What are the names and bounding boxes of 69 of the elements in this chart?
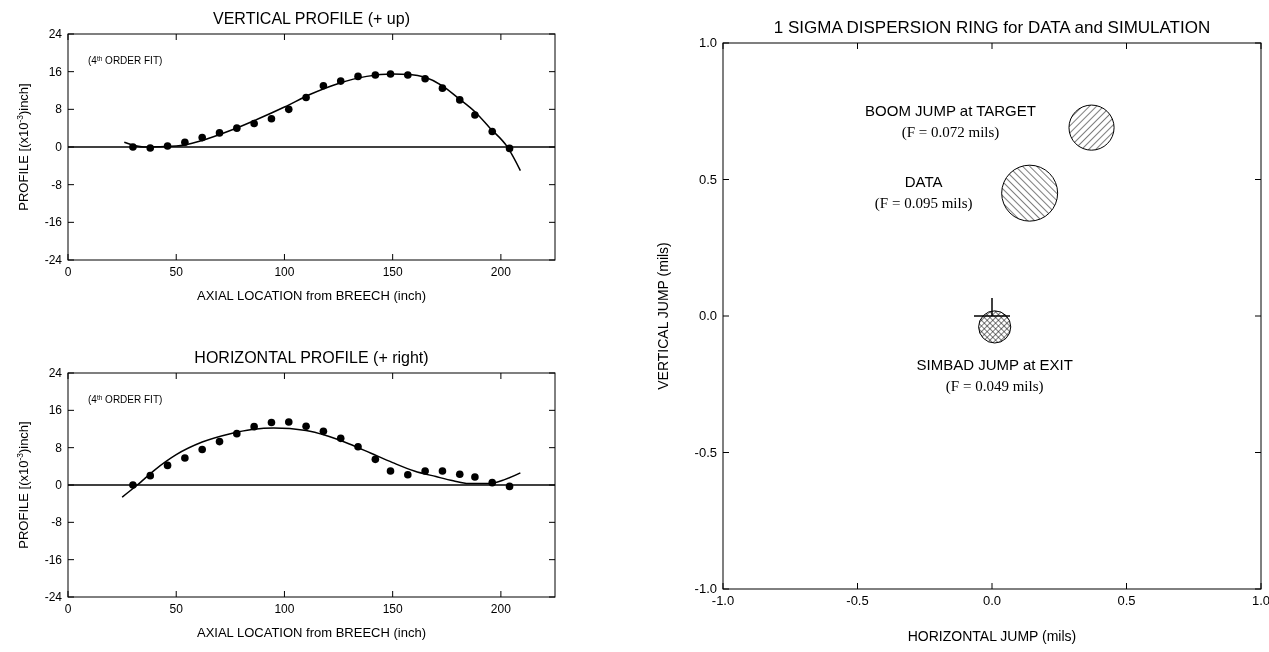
point bbox=[198, 445, 206, 454]
point bbox=[404, 470, 412, 479]
point bbox=[471, 473, 479, 481]
annotation: SIMBAD JUMP at EXIT bbox=[916, 355, 1073, 373]
point bbox=[267, 418, 276, 427]
x-tick-label: -0.5 bbox=[846, 593, 869, 608]
y-tick-label: 0 bbox=[55, 140, 63, 154]
point bbox=[471, 111, 479, 119]
point bbox=[455, 470, 464, 479]
y-tick-label: 16 bbox=[48, 64, 63, 79]
point bbox=[386, 467, 395, 475]
point bbox=[181, 454, 189, 462]
x-tick-label: 200 bbox=[490, 602, 512, 616]
y-tick-label: 1.0 bbox=[698, 35, 717, 50]
x-tick-label: -1.0 bbox=[711, 593, 735, 608]
point bbox=[404, 71, 412, 79]
point bbox=[438, 467, 447, 475]
chart-title: VERTICAL PROFILE (+ up) bbox=[213, 10, 410, 27]
point bbox=[371, 455, 380, 464]
y-tick-label: 8 bbox=[55, 440, 63, 455]
y-tick-label: -8 bbox=[51, 515, 63, 530]
point bbox=[163, 461, 172, 470]
point bbox=[302, 422, 310, 430]
y-tick-label: 16 bbox=[48, 403, 63, 418]
point bbox=[284, 105, 293, 114]
y-tick-label: -8 bbox=[51, 177, 63, 192]
y-tick-label: -24 bbox=[44, 590, 63, 604]
point bbox=[421, 467, 429, 475]
x-tick-label: 150 bbox=[382, 602, 403, 616]
y-tick-label: -1.0 bbox=[694, 581, 717, 596]
x-tick-label: 100 bbox=[274, 265, 295, 279]
x-tick-label: 200 bbox=[490, 265, 512, 279]
x-tick-label: 0.0 bbox=[982, 593, 1002, 608]
x-axis-title: AXIAL LOCATION from BREECH (inch) bbox=[197, 288, 426, 303]
x-tick-label: 100 bbox=[274, 602, 295, 616]
annotation: (F = 0.072 mils) bbox=[901, 123, 1000, 141]
y-tick-label: -0.5 bbox=[694, 444, 717, 460]
x-tick-label: 50 bbox=[169, 265, 184, 279]
x-axis-title: AXIAL LOCATION from BREECH (inch) bbox=[197, 625, 426, 640]
y-tick-label: 8 bbox=[55, 102, 63, 117]
y-tick-label: -24 bbox=[44, 253, 63, 267]
y-tick-label: 0 bbox=[55, 478, 63, 492]
y-tick-label: 24 bbox=[48, 366, 63, 380]
y-tick-label: 0.0 bbox=[698, 308, 717, 323]
annotation: (4$^{th}$ ORDER FIT) bbox=[88, 54, 163, 66]
chart-title: HORIZONTAL PROFILE (+ right) bbox=[194, 349, 429, 366]
x-tick-label: 150 bbox=[382, 265, 403, 279]
x-tick-label: 0 bbox=[64, 602, 72, 616]
y-tick-label: 0.5 bbox=[698, 171, 717, 187]
x-tick-label: 1.0 bbox=[1251, 593, 1269, 608]
y-tick-label: -16 bbox=[44, 552, 63, 567]
annotation: DATA bbox=[904, 173, 943, 191]
point bbox=[284, 418, 293, 426]
point bbox=[505, 482, 514, 491]
annotation: (F = 0.095 mils) bbox=[874, 195, 973, 213]
y-tick-label: 24 bbox=[48, 27, 63, 41]
x-tick-label: 50 bbox=[169, 602, 184, 616]
annotation: (4$^{th}$ ORDER FIT) bbox=[88, 393, 163, 405]
point bbox=[267, 114, 276, 123]
x-axis-title: HORIZONTAL JUMP (mils) bbox=[907, 628, 1077, 644]
y-axis-title: VERTICAL JUMP (mils) bbox=[655, 242, 671, 390]
y-tick-label: -16 bbox=[44, 215, 63, 230]
x-tick-label: 0 bbox=[64, 265, 72, 279]
x-tick-label: 0.5 bbox=[1117, 593, 1136, 608]
annotation: BOOM JUMP at TARGET bbox=[865, 101, 1036, 119]
annotation: (F = 0.049 mils) bbox=[945, 377, 1044, 395]
chart-title: 1 SIGMA DISPERSION RING for DATA and SIMULATION bbox=[773, 18, 1211, 37]
point bbox=[129, 481, 137, 489]
point bbox=[215, 437, 224, 446]
